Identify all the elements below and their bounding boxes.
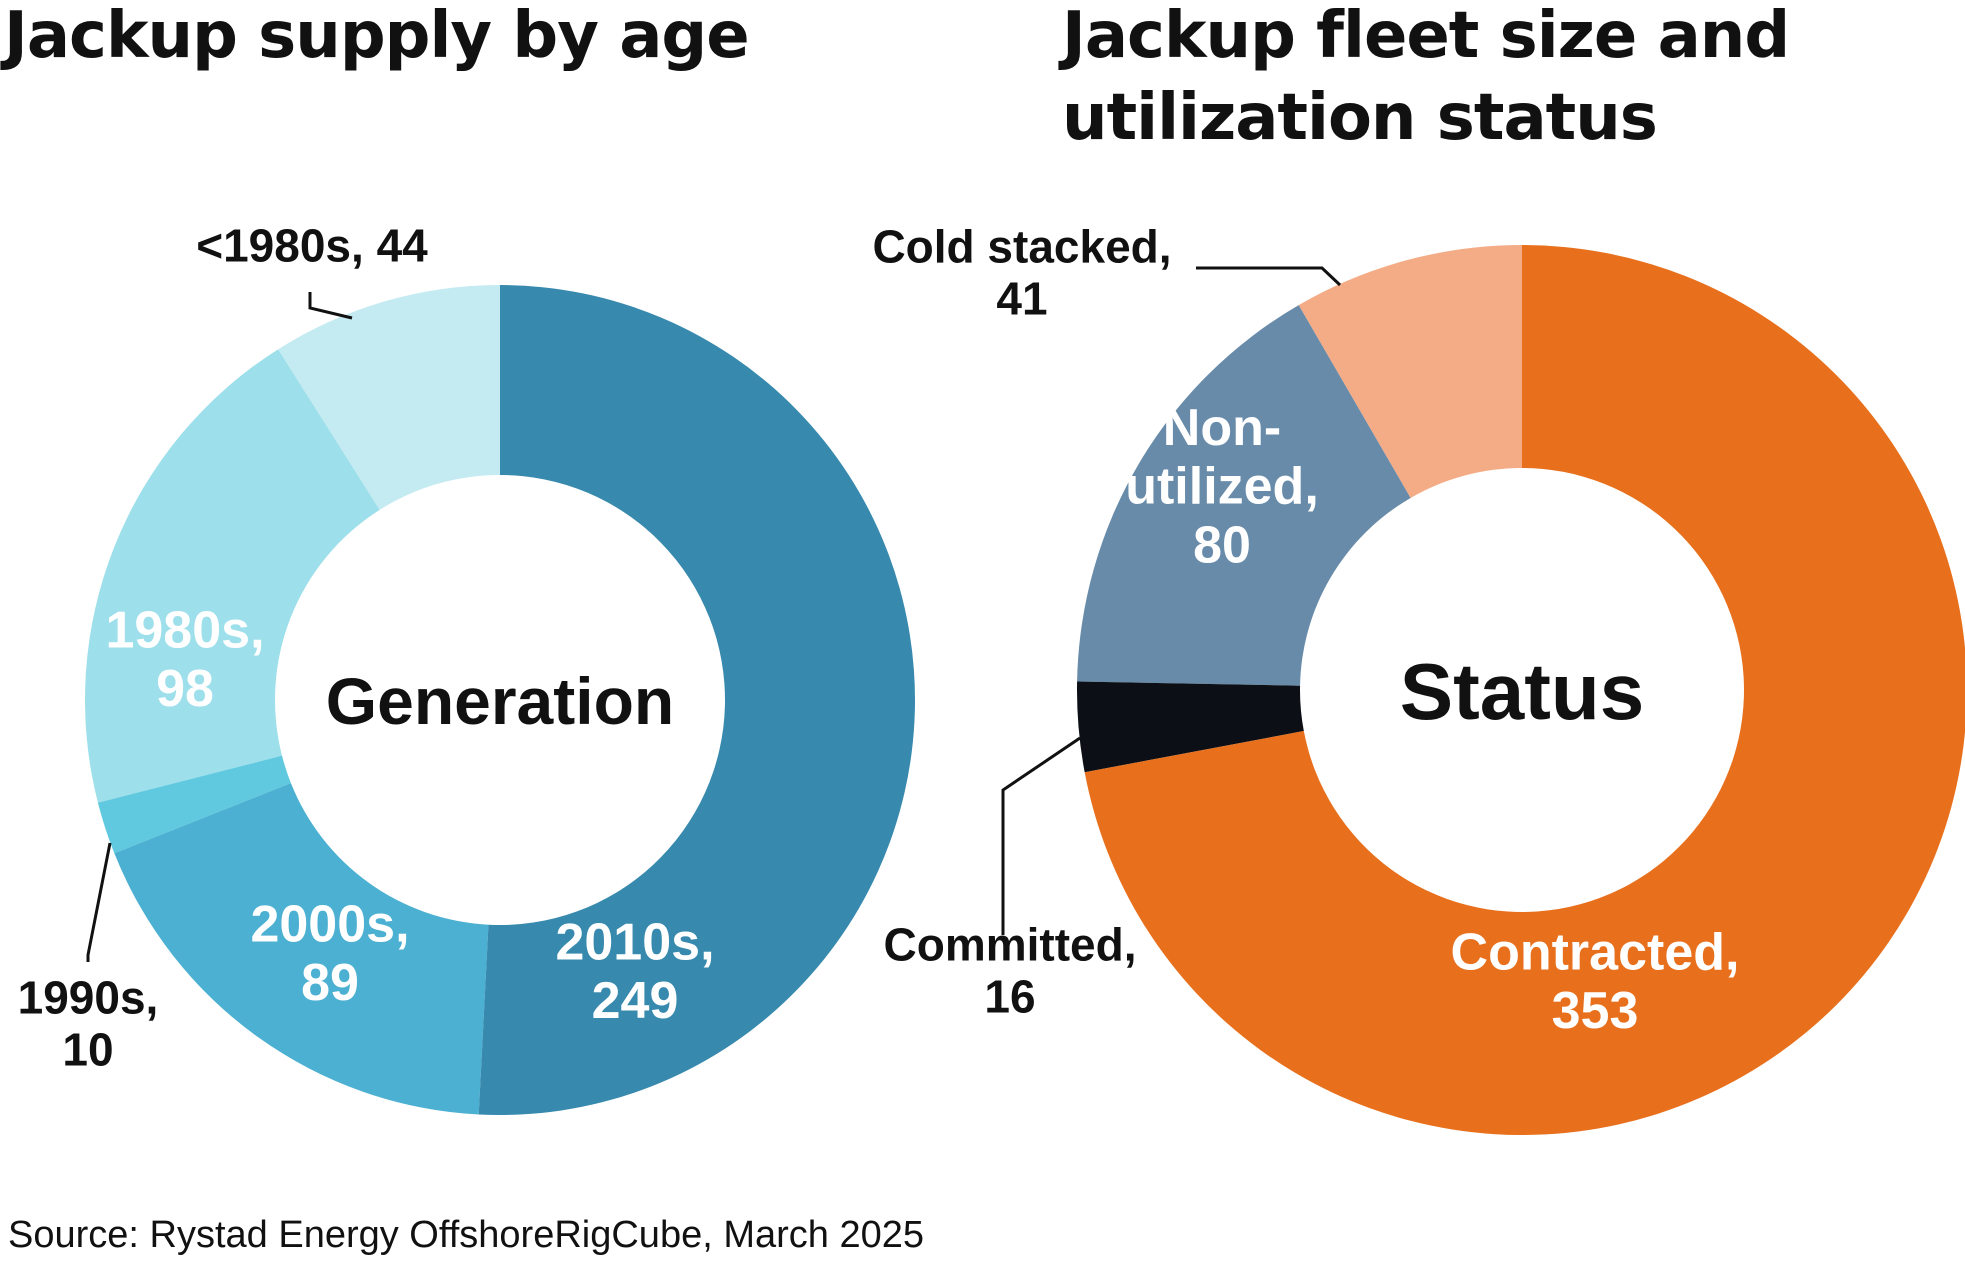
generation-label-2010s: 2010s, 249 <box>555 913 714 1030</box>
generation-label-2000s: 2000s, 89 <box>250 895 409 1012</box>
status-slice-cold-stacked <box>1298 245 1522 498</box>
left-chart-title: Jackup supply by age <box>4 0 750 73</box>
generation-slice-1980s <box>278 285 500 510</box>
generation-leader-line-1990s <box>86 842 112 962</box>
status-label-contracted: Contracted, 353 <box>1451 923 1740 1040</box>
status-slice-non-utilized <box>1077 305 1411 686</box>
right-chart-title: Jackup fleet size and utilization status <box>1062 0 1790 155</box>
status-donut: Status Cold stacked, 41 Non-utilized, 80 Comm… <box>872 221 1965 1135</box>
source-note: Source: Rystad Energy OffshoreRigCube, M… <box>8 1214 924 1256</box>
generation-slice-2000s <box>114 783 489 1115</box>
generation-slice-1990s <box>97 755 291 854</box>
status-center-label: Status <box>1400 647 1645 736</box>
generation-donut: Generation <1980s, 44 1980s, 98 1990s, 10 2000… <box>18 220 916 1115</box>
generation-slice-2010s <box>478 285 916 1115</box>
status-slice-committed <box>1077 681 1304 773</box>
status-slice-contracted <box>1084 245 1965 1135</box>
status-label-committed: Committed, 16 <box>884 919 1137 1023</box>
generation-label-1980s: 1980s, 98 <box>105 601 264 718</box>
generation-slice-1980s <box>85 349 380 803</box>
status-leader-line-cold-stacked <box>1196 266 1342 287</box>
status-leader-line-committed <box>1001 736 1081 935</box>
generation-label-1990s: 1990s, 10 <box>18 972 159 1076</box>
status-label-cold-stacked: Cold stacked, 41 <box>872 221 1171 325</box>
status-label-non-utilized: Non-utilized, 80 <box>1125 399 1319 575</box>
generation-center-label: Generation <box>326 664 674 738</box>
generation-label-1980s: <1980s, 44 <box>196 220 428 272</box>
generation-leader-line-1980s <box>308 292 353 320</box>
